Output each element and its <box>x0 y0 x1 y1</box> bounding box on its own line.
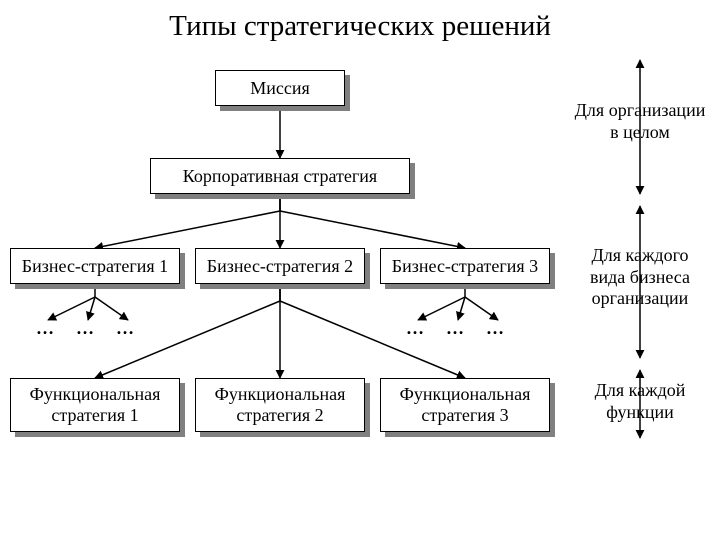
side-label-org: Для организациив целом <box>560 100 720 143</box>
node-func3: Функциональная стратегия 3 <box>380 378 555 437</box>
ellipsis-dots: … <box>116 318 134 339</box>
node-box: Функциональная стратегия 1 <box>10 378 180 432</box>
node-box: Бизнес-стратегия 2 <box>195 248 365 284</box>
side-label-biz: Для каждоговида бизнесаорганизации <box>560 245 720 310</box>
node-biz1: Бизнес-стратегия 1 <box>10 248 185 289</box>
ellipsis-dots: … <box>486 318 504 339</box>
node-func1: Функциональная стратегия 1 <box>10 378 185 437</box>
node-box: Корпоративная стратегия <box>150 158 410 194</box>
ellipsis-dots: … <box>36 318 54 339</box>
side-label-func: Для каждойфункции <box>565 380 715 423</box>
node-mission: Миссия <box>215 70 350 111</box>
node-box: Миссия <box>215 70 345 106</box>
node-box: Бизнес-стратегия 1 <box>10 248 180 284</box>
node-corporate: Корпоративная стратегия <box>150 158 415 199</box>
diagram-title: Типы стратегических решений <box>0 10 720 43</box>
node-func2: Функциональная стратегия 2 <box>195 378 370 437</box>
node-box: Функциональная стратегия 3 <box>380 378 550 432</box>
node-box: Бизнес-стратегия 3 <box>380 248 550 284</box>
ellipsis-dots: … <box>76 318 94 339</box>
ellipsis-dots: … <box>446 318 464 339</box>
node-box: Функциональная стратегия 2 <box>195 378 365 432</box>
ellipsis-dots: … <box>406 318 424 339</box>
node-biz3: Бизнес-стратегия 3 <box>380 248 555 289</box>
node-biz2: Бизнес-стратегия 2 <box>195 248 370 289</box>
